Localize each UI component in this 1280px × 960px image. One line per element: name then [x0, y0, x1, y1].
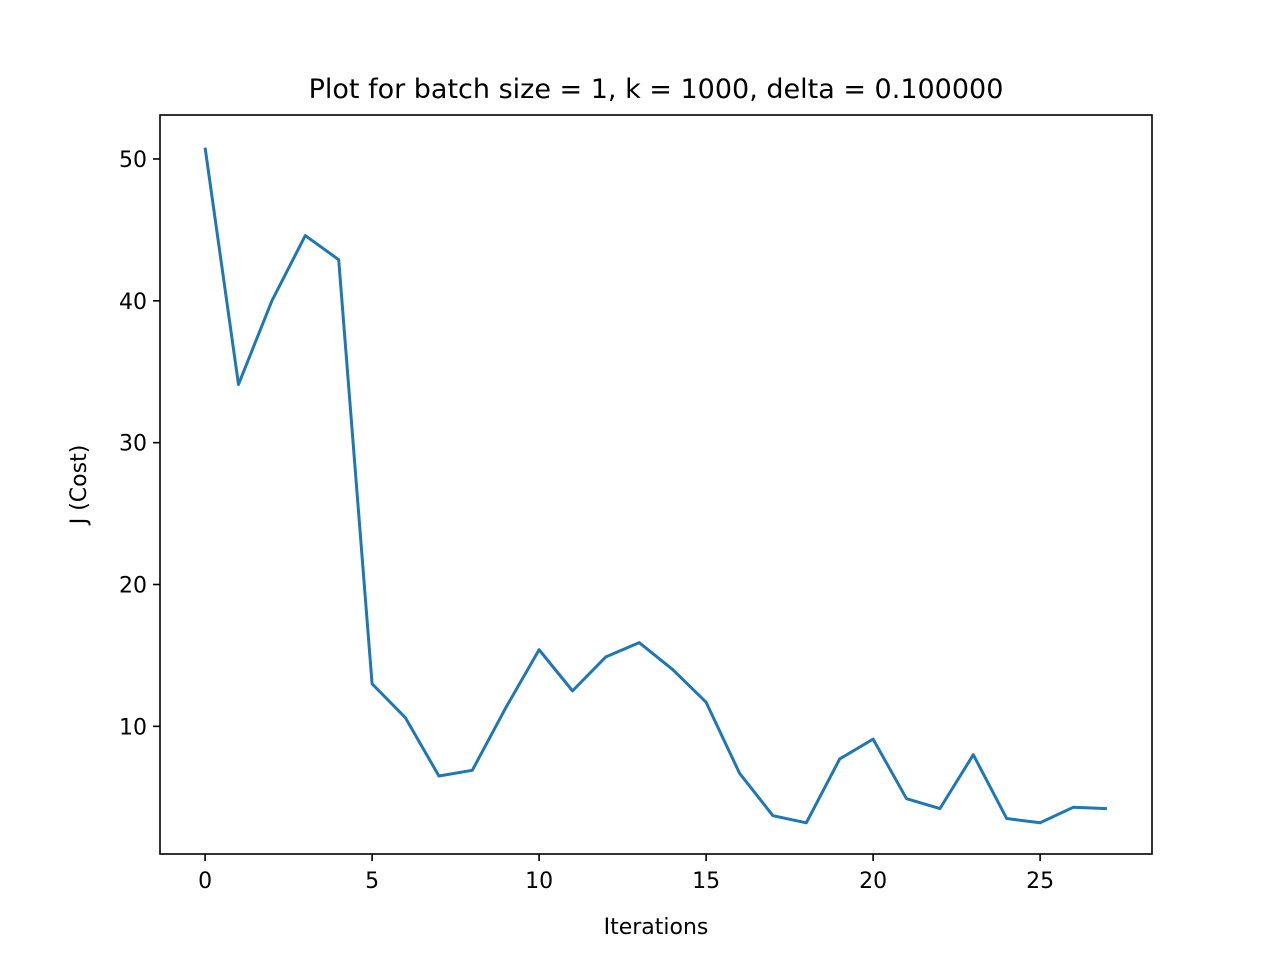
plot-area	[203, 146, 1108, 825]
x-tick-label: 0	[198, 869, 212, 894]
x-tick-label: 20	[859, 869, 887, 894]
x-tick-label: 15	[692, 869, 720, 894]
data-point	[905, 797, 908, 800]
data-point	[738, 772, 741, 775]
y-tick-label: 50	[119, 148, 147, 173]
data-point	[204, 146, 207, 149]
data-point	[471, 769, 474, 772]
data-point	[838, 757, 841, 760]
x-tick-label: 25	[1026, 869, 1054, 894]
y-axis: 10 20 30 40 50	[119, 148, 160, 740]
y-tick-label: 20	[119, 573, 147, 598]
data-point	[671, 668, 674, 671]
y-tick-label: 10	[119, 715, 147, 740]
y-axis-label: J (Cost)	[67, 445, 92, 527]
x-axis-label: Iterations	[604, 915, 709, 940]
series-line	[203, 147, 1107, 825]
data-point	[270, 299, 273, 302]
data-point	[538, 648, 541, 651]
y-tick-label: 30	[119, 432, 147, 457]
data-point	[805, 821, 808, 824]
data-point	[972, 753, 975, 756]
plot-frame	[159, 114, 1153, 855]
data-point	[337, 258, 340, 261]
y-tick-label: 40	[119, 290, 147, 315]
x-tick-label: 5	[365, 869, 379, 894]
data-point	[371, 682, 374, 685]
data-point	[872, 738, 875, 741]
data-point	[938, 807, 941, 810]
data-point	[571, 689, 574, 692]
data-point	[304, 234, 307, 237]
data-point	[604, 655, 607, 658]
data-point	[638, 641, 641, 644]
data-point	[1005, 817, 1008, 820]
data-point	[404, 716, 407, 719]
data-point	[237, 383, 240, 386]
x-tick-label: 10	[525, 869, 553, 894]
x-axis: 0 5 10 15 20 25	[198, 854, 1054, 894]
chart-title: Plot for batch size = 1, k = 1000, delta…	[309, 74, 1004, 105]
data-point	[437, 774, 440, 777]
data-point	[705, 701, 708, 704]
data-point	[1039, 821, 1042, 824]
data-point	[504, 706, 507, 709]
data-point	[1105, 807, 1108, 810]
data-point	[771, 814, 774, 817]
data-point	[1072, 806, 1075, 809]
